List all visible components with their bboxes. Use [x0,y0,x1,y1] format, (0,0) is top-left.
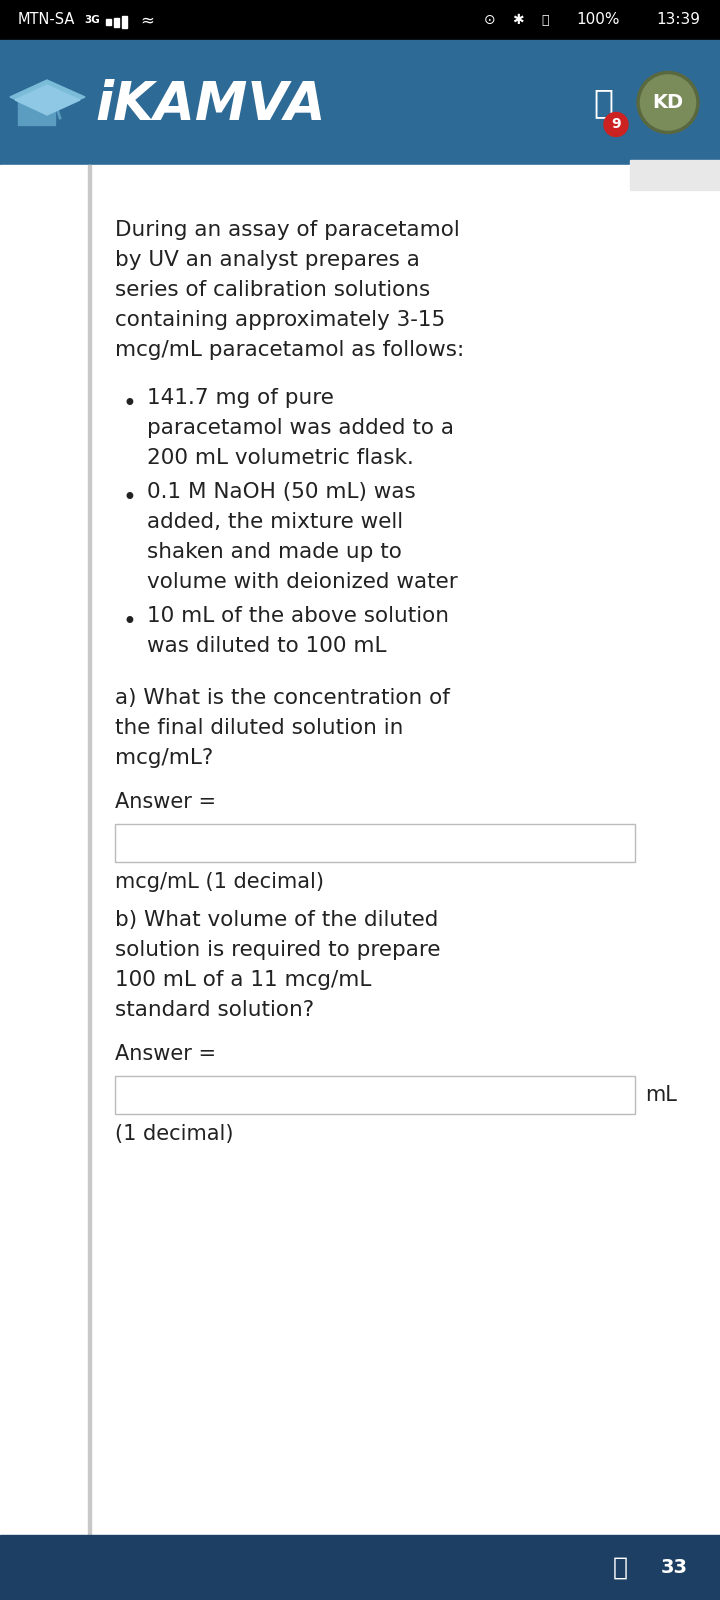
Text: Answer =: Answer = [115,1043,216,1064]
Text: a) What is the concentration of: a) What is the concentration of [115,688,450,707]
Text: 13:39: 13:39 [656,13,700,27]
Text: 141.7 mg of pure: 141.7 mg of pure [147,387,334,408]
Text: ⊙: ⊙ [484,13,496,27]
Text: 👥: 👥 [613,1555,628,1579]
Text: by UV an analyst prepares a: by UV an analyst prepares a [115,250,420,270]
Bar [0,40,720,165]
Text: •: • [123,610,137,634]
Text: was diluted to 100 mL: was diluted to 100 mL [147,635,387,656]
Text: mcg/mL paracetamol as follows:: mcg/mL paracetamol as follows: [115,341,464,360]
Text: paracetamol was added to a: paracetamol was added to a [147,418,454,438]
Text: 9: 9 [611,117,621,131]
Text: the final diluted solution in: the final diluted solution in [115,718,403,738]
Polygon shape [10,80,85,114]
Circle shape [638,72,698,133]
Text: series of calibration solutions: series of calibration solutions [115,280,431,301]
Bar [122,16,127,27]
Text: 3G: 3G [84,14,100,26]
Text: •: • [123,392,137,416]
Text: 200 mL volumetric flask.: 200 mL volumetric flask. [147,448,414,467]
Bar [88,165,91,1539]
Text: b) What volume of the diluted: b) What volume of the diluted [115,910,438,930]
Text: solution is required to prepare: solution is required to prepare [115,939,441,960]
Text: 33: 33 [660,1558,688,1578]
Bar [106,19,111,26]
Text: (1 decimal): (1 decimal) [115,1123,233,1144]
Text: iKAMVA: iKAMVA [95,78,325,131]
Bar [0,165,720,1600]
Text: 10 mL of the above solution: 10 mL of the above solution [147,606,449,626]
Text: shaken and made up to: shaken and made up to [147,542,402,562]
FancyBboxPatch shape [588,1541,706,1594]
Text: 100%: 100% [577,13,620,27]
Text: mcg/mL?: mcg/mL? [115,749,213,768]
Text: 100 mL of a 11 mcg/mL: 100 mL of a 11 mcg/mL [115,970,372,990]
Text: Answer =: Answer = [115,792,216,813]
Text: 0.1 M NaOH (50 mL) was: 0.1 M NaOH (50 mL) was [147,482,415,502]
Text: KD: KD [652,93,683,112]
Bar [115,1075,635,1114]
Bar [630,160,720,190]
Text: •: • [123,486,137,510]
Text: 🔕: 🔕 [541,13,549,27]
Text: ✱: ✱ [512,13,524,27]
Text: MTN-SA: MTN-SA [18,13,76,27]
Text: volume with deionized water: volume with deionized water [147,573,458,592]
Text: added, the mixture well: added, the mixture well [147,512,403,531]
Bar [0,0,720,40]
Text: mL: mL [645,1085,677,1106]
Circle shape [604,112,628,136]
Text: ≈: ≈ [140,11,154,29]
Text: standard solution?: standard solution? [115,1000,314,1021]
Text: mcg/mL (1 decimal): mcg/mL (1 decimal) [115,872,324,893]
Bar [115,824,635,862]
Bar [0,1534,720,1600]
Text: During an assay of paracetamol: During an assay of paracetamol [115,219,460,240]
Text: 🔔: 🔔 [593,86,613,118]
Polygon shape [18,98,55,125]
Polygon shape [15,85,80,115]
Bar [114,18,119,27]
Text: containing approximately 3-15: containing approximately 3-15 [115,310,445,330]
